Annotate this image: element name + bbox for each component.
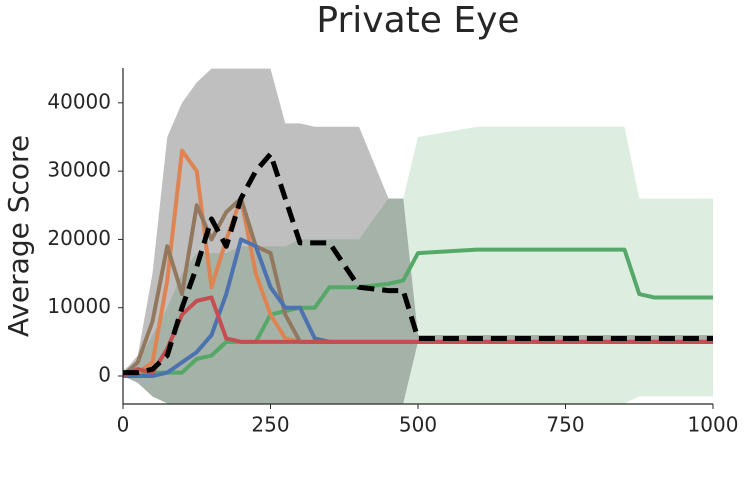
series-line bbox=[123, 295, 713, 378]
x-tick-label: 0 bbox=[117, 413, 130, 437]
series-line bbox=[123, 151, 713, 376]
y-tick-label: 0 bbox=[98, 363, 111, 387]
chart-title: Private Eye bbox=[316, 0, 519, 41]
y-tick-label: 30000 bbox=[47, 158, 111, 182]
series-line bbox=[123, 247, 713, 375]
x-tick-label: 250 bbox=[251, 413, 289, 437]
y-tick-label: 20000 bbox=[47, 226, 111, 250]
confidence-band bbox=[123, 126, 713, 404]
confidence-band bbox=[123, 68, 713, 404]
y-tick-label: 40000 bbox=[47, 89, 111, 113]
x-tick-label: 1000 bbox=[688, 413, 739, 437]
y-tick-label: 10000 bbox=[47, 294, 111, 318]
x-tick-label: 500 bbox=[399, 413, 437, 437]
x-tick-label: 750 bbox=[546, 413, 584, 437]
plot-area bbox=[123, 68, 713, 404]
y-axis-label: Average Score bbox=[2, 135, 35, 337]
